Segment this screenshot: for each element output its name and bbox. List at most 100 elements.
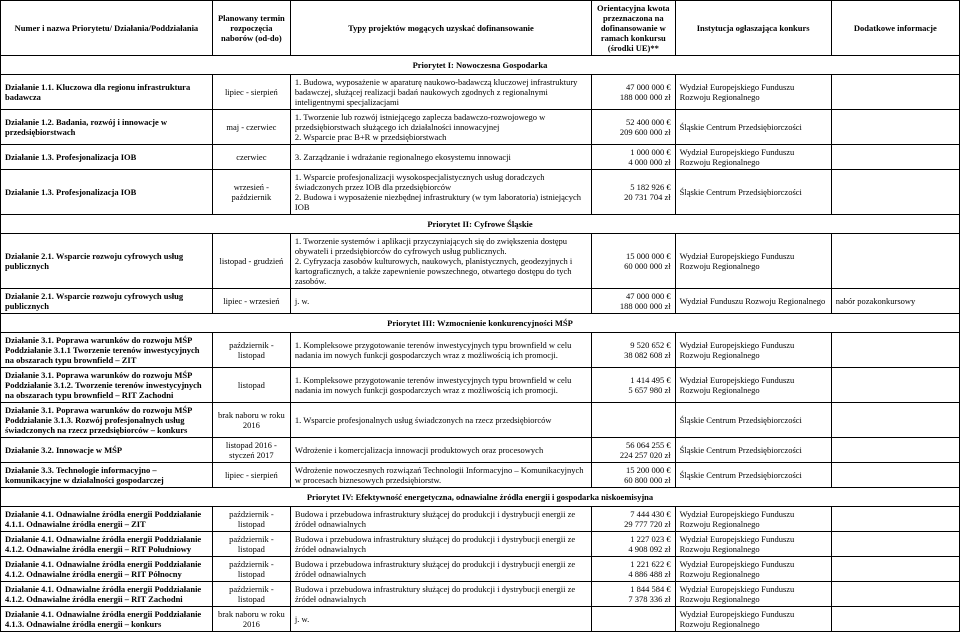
cell-term: lipiec - sierpień (212, 75, 290, 110)
cell-term: październik - listopad (212, 532, 290, 557)
priority-row: Priorytet I: Nowoczesna Gospodarka (1, 56, 960, 75)
header-info: Dodatkowe informacje (831, 1, 959, 56)
cell-type: 1. Wsparcie profesjonalizacji wysokospec… (290, 170, 591, 215)
cell-institution: Wydział Europejskiego Funduszu Rozwoju R… (675, 607, 831, 632)
cell-name: Działanie 1.3. Profesjonalizacja IOB (1, 145, 213, 170)
cell-info (831, 438, 959, 463)
table-row: Działanie 4.1. Odnawialne źródła energii… (1, 532, 960, 557)
table-row: Działanie 3.1. Poprawa warunków do rozwo… (1, 333, 960, 368)
cell-term: październik - listopad (212, 333, 290, 368)
cell-amount: 1 000 000 € 4 000 000 zł (591, 145, 675, 170)
cell-info (831, 507, 959, 532)
cell-type: Budowa i przebudowa infrastruktury służą… (290, 557, 591, 582)
priority-row: Priorytet II: Cyfrowe Śląskie (1, 215, 960, 234)
cell-institution: Wydział Europejskiego Funduszu Rozwoju R… (675, 582, 831, 607)
cell-term: maj - czerwiec (212, 110, 290, 145)
cell-amount: 1 844 584 € 7 378 336 zł (591, 582, 675, 607)
cell-amount: 52 400 000 € 209 600 000 zł (591, 110, 675, 145)
cell-term: listopad (212, 368, 290, 403)
table-row: Działanie 3.1. Poprawa warunków do rozwo… (1, 403, 960, 438)
cell-institution: Wydział Europejskiego Funduszu Rozwoju R… (675, 234, 831, 289)
table-row: Działanie 4.1. Odnawialne źródła energii… (1, 507, 960, 532)
cell-amount: 47 000 000 € 188 000 000 zł (591, 289, 675, 314)
cell-amount: 1 227 023 € 4 908 092 zł (591, 532, 675, 557)
cell-type: 1. Kompleksowe przygotowanie terenów inw… (290, 333, 591, 368)
cell-institution: Wydział Europejskiego Funduszu Rozwoju R… (675, 145, 831, 170)
cell-name: Działanie 4.1. Odnawialne źródła energii… (1, 557, 213, 582)
cell-name: Działanie 4.1. Odnawialne źródła energii… (1, 532, 213, 557)
table-row: Działanie 3.1. Poprawa warunków do rozwo… (1, 368, 960, 403)
header-amount: Orientacyjna kwota przeznaczona na dofin… (591, 1, 675, 56)
cell-info (831, 607, 959, 632)
cell-name: Działanie 3.2. Innowacje w MŚP (1, 438, 213, 463)
cell-info (831, 234, 959, 289)
cell-name: Działanie 4.1. Odnawialne źródła energii… (1, 607, 213, 632)
cell-term: październik - listopad (212, 582, 290, 607)
cell-type: j. w. (290, 607, 591, 632)
cell-type: Wdrożenie nowoczesnych rozwiązań Technol… (290, 463, 591, 488)
table-row: Działanie 1.1. Kluczowa dla regionu infr… (1, 75, 960, 110)
cell-type: 1. Wsparcie profesjonalnych usług świadc… (290, 403, 591, 438)
cell-info (831, 333, 959, 368)
cell-amount: 47 000 000 € 188 000 000 zł (591, 75, 675, 110)
cell-name: Działanie 2.1. Wsparcie rozwoju cyfrowyc… (1, 289, 213, 314)
cell-amount: 56 064 255 € 224 257 020 zł (591, 438, 675, 463)
priority-title: Priorytet I: Nowoczesna Gospodarka (1, 56, 960, 75)
cell-name: Działanie 3.1. Poprawa warunków do rozwo… (1, 333, 213, 368)
cell-info (831, 368, 959, 403)
cell-term: listopad 2016 - styczeń 2017 (212, 438, 290, 463)
cell-type: Wdrożenie i komercjalizacja innowacji pr… (290, 438, 591, 463)
cell-amount: 1 221 622 € 4 886 488 zł (591, 557, 675, 582)
table-row: Działanie 3.2. Innowacje w MŚPlistopad 2… (1, 438, 960, 463)
table-row: Działanie 1.2. Badania, rozwój i innowac… (1, 110, 960, 145)
table-row: Działanie 4.1. Odnawialne źródła energii… (1, 582, 960, 607)
table-row: Działanie 2.1. Wsparcie rozwoju cyfrowyc… (1, 234, 960, 289)
cell-info (831, 403, 959, 438)
cell-institution: Śląskie Centrum Przedsiębiorczości (675, 463, 831, 488)
cell-institution: Wydział Europejskiego Funduszu Rozwoju R… (675, 333, 831, 368)
cell-institution: Śląskie Centrum Przedsiębiorczości (675, 438, 831, 463)
cell-institution: Wydział Europejskiego Funduszu Rozwoju R… (675, 557, 831, 582)
cell-institution: Śląskie Centrum Przedsiębiorczości (675, 170, 831, 215)
cell-info (831, 532, 959, 557)
cell-type: Budowa i przebudowa infrastruktury służą… (290, 532, 591, 557)
cell-info (831, 557, 959, 582)
cell-institution: Wydział Europejskiego Funduszu Rozwoju R… (675, 75, 831, 110)
cell-info (831, 110, 959, 145)
cell-type: Budowa i przebudowa infrastruktury służą… (290, 507, 591, 532)
cell-info (831, 75, 959, 110)
cell-term: czerwiec (212, 145, 290, 170)
cell-term: listopad - grudzień (212, 234, 290, 289)
priority-row: Priorytet IV: Efektywność energetyczna, … (1, 488, 960, 507)
cell-name: Działanie 1.2. Badania, rozwój i innowac… (1, 110, 213, 145)
cell-info (831, 582, 959, 607)
cell-type: j. w. (290, 289, 591, 314)
cell-amount: 9 520 652 € 38 082 608 zł (591, 333, 675, 368)
cell-type: 1. Budowa, wyposażenie w aparaturę nauko… (290, 75, 591, 110)
cell-term: październik - listopad (212, 507, 290, 532)
table-row: Działanie 1.3. Profesjonalizacja IOBwrze… (1, 170, 960, 215)
cell-institution: Wydział Europejskiego Funduszu Rozwoju R… (675, 507, 831, 532)
header-name: Numer i nazwa Priorytetu/ Działania/Podd… (1, 1, 213, 56)
cell-info (831, 170, 959, 215)
cell-info (831, 463, 959, 488)
cell-type: 1. Tworzenie lub rozwój istniejącego zap… (290, 110, 591, 145)
cell-type: Budowa i przebudowa infrastruktury służą… (290, 582, 591, 607)
cell-amount: 5 182 926 € 20 731 704 zł (591, 170, 675, 215)
cell-amount: 15 000 000 € 60 000 000 zł (591, 234, 675, 289)
funding-table: Numer i nazwa Priorytetu/ Działania/Podd… (0, 0, 960, 632)
cell-type: 1. Kompleksowe przygotowanie terenów inw… (290, 368, 591, 403)
header-type: Typy projektów mogących uzyskać dofinans… (290, 1, 591, 56)
priority-title: Priorytet IV: Efektywność energetyczna, … (1, 488, 960, 507)
header-term: Planowany termin rozpoczęcia naborów (od… (212, 1, 290, 56)
cell-institution: Śląskie Centrum Przedsiębiorczości (675, 110, 831, 145)
cell-term: lipiec - sierpień (212, 463, 290, 488)
table-row: Działanie 1.3. Profesjonalizacja IOBczer… (1, 145, 960, 170)
cell-institution: Śląskie Centrum Przedsiębiorczości (675, 403, 831, 438)
cell-term: brak naboru w roku 2016 (212, 403, 290, 438)
priority-row: Priorytet III: Wzmocnienie konkurencyjno… (1, 314, 960, 333)
cell-term: brak naboru w roku 2016 (212, 607, 290, 632)
cell-institution: Wydział Europejskiego Funduszu Rozwoju R… (675, 532, 831, 557)
cell-term: lipiec - wrzesień (212, 289, 290, 314)
priority-title: Priorytet II: Cyfrowe Śląskie (1, 215, 960, 234)
